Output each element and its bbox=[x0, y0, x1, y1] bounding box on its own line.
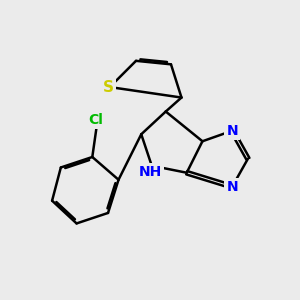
Text: N: N bbox=[226, 124, 238, 138]
Text: S: S bbox=[103, 80, 113, 94]
Text: NH: NH bbox=[138, 165, 162, 179]
Text: Cl: Cl bbox=[88, 113, 103, 127]
Text: N: N bbox=[226, 180, 238, 194]
